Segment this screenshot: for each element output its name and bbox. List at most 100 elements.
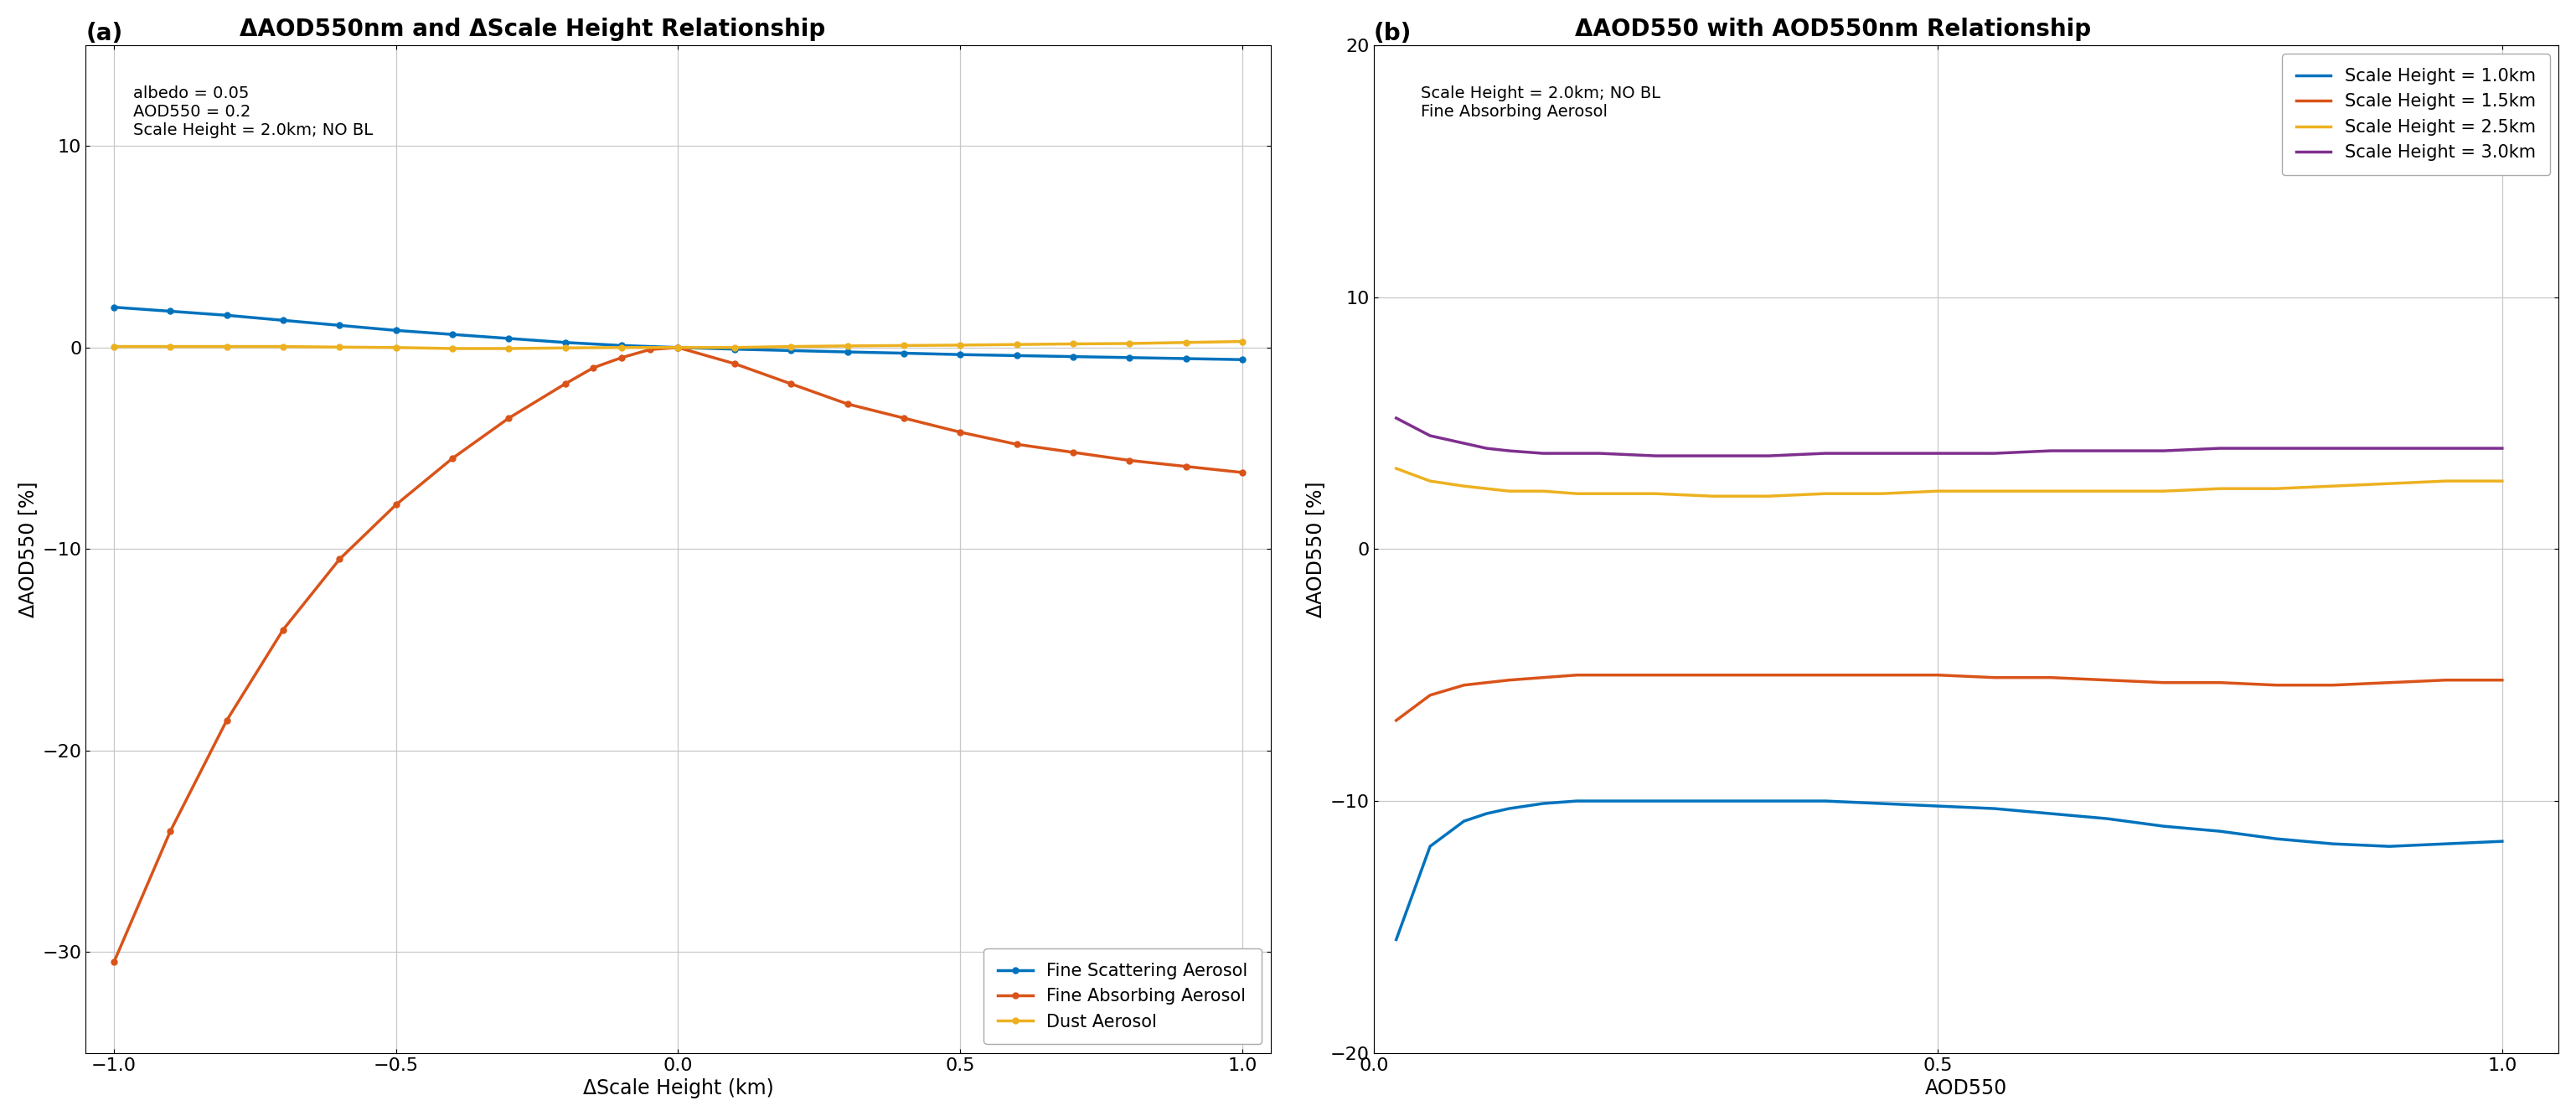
Fine Scattering Aerosol — [325, 319, 355, 333]
Legend: Fine Scattering Aerosol, Fine Absorbing Aerosol, Dust Aerosol: Fine Scattering Aerosol, Fine Absorbing … — [984, 949, 1262, 1045]
Scale Height = 1.0km — [1865, 797, 1896, 810]
Scale Height = 3.0km — [1754, 449, 1785, 462]
Scale Height = 3.0km — [2486, 442, 2517, 455]
Fine Scattering Aerosol — [1113, 350, 1144, 364]
Fine Absorbing Aerosol — [605, 350, 636, 364]
Fine Scattering Aerosol — [98, 300, 129, 314]
Scale Height = 2.5km — [1471, 482, 1502, 496]
Fine Absorbing Aerosol — [634, 343, 665, 356]
Dust Aerosol — [325, 340, 355, 354]
Fine Absorbing Aerosol — [889, 412, 920, 425]
Text: ΔAOD550 with AOD550nm Relationship: ΔAOD550 with AOD550nm Relationship — [1574, 18, 2092, 41]
Fine Absorbing Aerosol — [577, 360, 608, 374]
Scale Height = 2.5km — [2205, 482, 2236, 496]
Fine Absorbing Aerosol — [1002, 437, 1033, 451]
Fine Scattering Aerosol — [945, 348, 976, 362]
Scale Height = 1.0km — [2205, 825, 2236, 838]
Scale Height = 1.5km — [1641, 668, 1672, 682]
Scale Height = 1.0km — [1448, 815, 1479, 828]
Scale Height = 1.0km — [1494, 802, 1525, 816]
Scale Height = 2.5km — [1448, 480, 1479, 493]
Scale Height = 3.0km — [1561, 446, 1592, 460]
Line: Fine Scattering Aerosol: Fine Scattering Aerosol — [111, 305, 1244, 363]
X-axis label: AOD550: AOD550 — [1924, 1078, 2007, 1098]
Line: Scale Height = 2.5km: Scale Height = 2.5km — [1396, 469, 2501, 497]
Scale Height = 3.0km — [1922, 446, 1953, 460]
Scale Height = 2.5km — [2148, 484, 2179, 498]
Dust Aerosol — [662, 340, 693, 354]
Fine Absorbing Aerosol — [381, 498, 412, 511]
Scale Height = 1.5km — [2486, 673, 2517, 686]
Scale Height = 3.0km — [2035, 444, 2066, 458]
Scale Height = 2.5km — [1978, 484, 2009, 498]
Line: Scale Height = 1.0km: Scale Height = 1.0km — [1396, 801, 2501, 940]
Scale Height = 2.5km — [1414, 474, 1445, 488]
Scale Height = 2.5km — [2318, 480, 2349, 493]
Scale Height = 2.5km — [1641, 487, 1672, 500]
Scale Height = 2.5km — [1865, 487, 1896, 500]
Dust Aerosol — [1170, 336, 1200, 349]
Fine Absorbing Aerosol — [268, 623, 299, 636]
Scale Height = 3.0km — [1584, 446, 1615, 460]
Text: albedo = 0.05
AOD550 = 0.2
Scale Height = 2.0km; NO BL: albedo = 0.05 AOD550 = 0.2 Scale Height … — [134, 86, 374, 138]
Scale Height = 1.5km — [2429, 673, 2460, 686]
Text: Scale Height = 2.0km; NO BL
Fine Absorbing Aerosol: Scale Height = 2.0km; NO BL Fine Absorbi… — [1422, 86, 1662, 119]
Scale Height = 1.0km — [1381, 933, 1412, 946]
Scale Height = 2.5km — [1561, 487, 1592, 500]
Scale Height = 1.5km — [1698, 668, 1728, 682]
Scale Height = 2.5km — [1381, 462, 1412, 475]
Dust Aerosol — [1226, 335, 1257, 348]
Dust Aerosol — [945, 338, 976, 352]
Line: Fine Absorbing Aerosol: Fine Absorbing Aerosol — [111, 345, 1244, 965]
Scale Height = 1.0km — [1641, 795, 1672, 808]
Fine Absorbing Aerosol — [549, 377, 580, 391]
Fine Scattering Aerosol — [889, 346, 920, 359]
Scale Height = 3.0km — [1528, 446, 1558, 460]
Scale Height = 3.0km — [1698, 449, 1728, 462]
Fine Scattering Aerosol — [832, 345, 863, 358]
Dust Aerosol — [832, 339, 863, 353]
Fine Scattering Aerosol — [495, 331, 526, 345]
Scale Height = 1.0km — [2092, 812, 2123, 826]
Dust Aerosol — [775, 339, 806, 353]
Scale Height = 2.5km — [2486, 474, 2517, 488]
Fine Scattering Aerosol — [1170, 352, 1200, 365]
Fine Absorbing Aerosol — [211, 714, 242, 728]
Fine Scattering Aerosol — [211, 309, 242, 323]
Fine Scattering Aerosol — [775, 344, 806, 357]
Scale Height = 1.5km — [1584, 668, 1615, 682]
Fine Absorbing Aerosol — [1059, 445, 1090, 459]
Scale Height = 1.5km — [1494, 673, 1525, 686]
Scale Height = 1.0km — [2318, 837, 2349, 850]
Scale Height = 1.5km — [1448, 679, 1479, 692]
Fine Scattering Aerosol — [438, 328, 469, 341]
Scale Height = 1.0km — [1528, 797, 1558, 810]
Dust Aerosol — [889, 339, 920, 353]
Line: Dust Aerosol: Dust Aerosol — [111, 338, 1244, 352]
Text: (a): (a) — [85, 21, 124, 45]
Scale Height = 3.0km — [2205, 442, 2236, 455]
Fine Scattering Aerosol — [381, 324, 412, 337]
Scale Height = 1.5km — [2375, 676, 2406, 690]
Scale Height = 1.5km — [1561, 668, 1592, 682]
Scale Height = 3.0km — [1494, 444, 1525, 458]
Scale Height = 1.5km — [2318, 679, 2349, 692]
Fine Scattering Aerosol — [719, 343, 750, 356]
Line: Scale Height = 1.5km: Scale Height = 1.5km — [1396, 675, 2501, 721]
Fine Absorbing Aerosol — [1113, 454, 1144, 468]
Text: (b): (b) — [1373, 21, 1412, 45]
Fine Scattering Aerosol — [549, 336, 580, 349]
Fine Absorbing Aerosol — [662, 340, 693, 354]
Scale Height = 3.0km — [1414, 429, 1445, 442]
Scale Height = 3.0km — [1641, 449, 1672, 462]
Scale Height = 2.5km — [1754, 490, 1785, 503]
Scale Height = 1.0km — [2375, 839, 2406, 853]
Dust Aerosol — [268, 339, 299, 353]
Scale Height = 1.0km — [1808, 795, 1839, 808]
Scale Height = 1.0km — [2486, 835, 2517, 848]
Scale Height = 3.0km — [2262, 442, 2293, 455]
Dust Aerosol — [98, 339, 129, 353]
Scale Height = 1.5km — [1978, 671, 2009, 684]
Scale Height = 3.0km — [1808, 446, 1839, 460]
Fine Scattering Aerosol — [1226, 353, 1257, 366]
